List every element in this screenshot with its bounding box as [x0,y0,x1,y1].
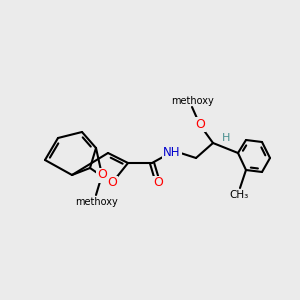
Text: O: O [195,118,205,131]
Text: CH₃: CH₃ [229,190,248,200]
Text: O: O [107,176,117,190]
Text: H: H [222,133,230,143]
Text: NH: NH [163,146,181,158]
Text: methoxy: methoxy [171,95,213,106]
Text: O: O [153,176,163,190]
Text: methoxy: methoxy [75,197,117,207]
Text: O: O [97,169,107,182]
